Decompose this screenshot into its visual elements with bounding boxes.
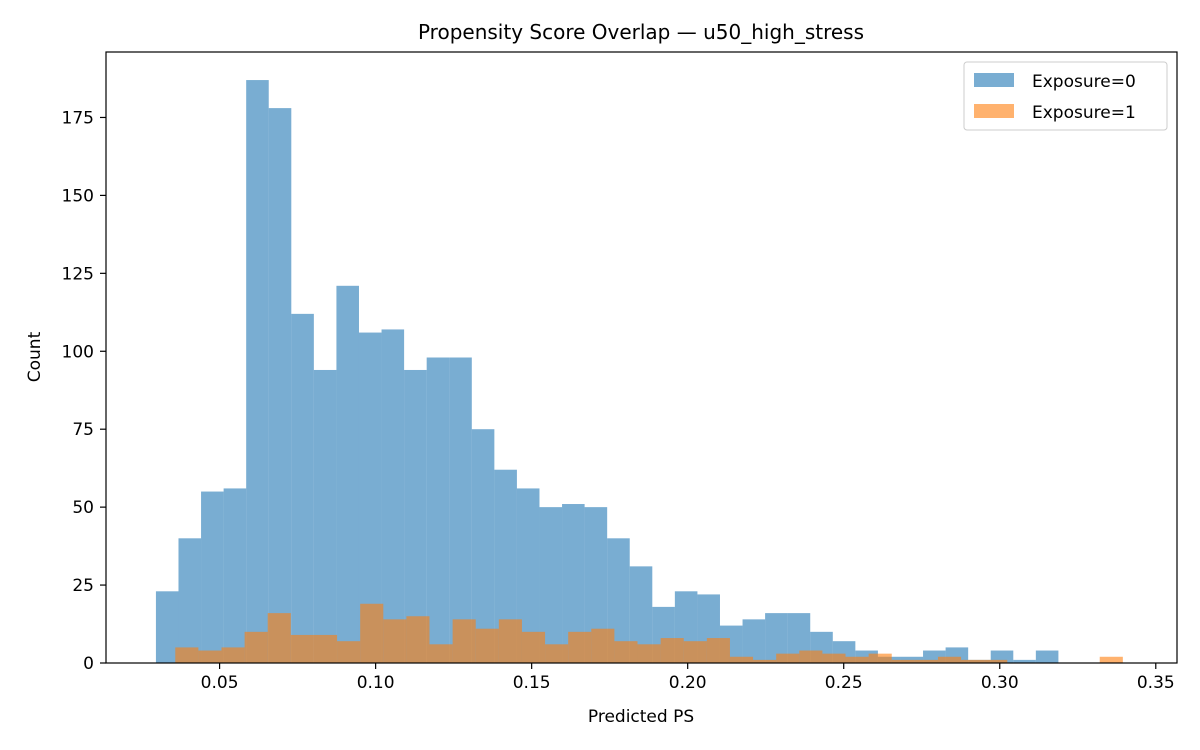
bar-series0-bin-5 xyxy=(268,108,292,664)
bar-series0-bin-6 xyxy=(291,313,314,663)
bar-series1-bin-2 xyxy=(221,647,245,663)
bar-series0-bin-12 xyxy=(426,357,450,663)
bar-series1-bin-8 xyxy=(360,603,384,663)
bar-series0-bin-1 xyxy=(178,538,202,663)
bar-series1-bin-10 xyxy=(406,616,430,663)
bar-series0-bin-8 xyxy=(336,285,359,663)
bar-series0-bin-18 xyxy=(562,504,585,663)
bar-series0-bin-4 xyxy=(246,80,269,663)
bar-series1-bin-7 xyxy=(337,641,361,663)
bar-series1-bin-4 xyxy=(267,613,291,663)
bar-series0-bin-38 xyxy=(1013,659,1036,663)
y-tick-label: 150 xyxy=(62,186,94,206)
bar-series1-bin-6 xyxy=(313,634,338,663)
y-tick-label: 75 xyxy=(72,420,94,440)
bar-series1-bin-30 xyxy=(868,653,892,663)
bar-series1-bin-22 xyxy=(683,641,707,663)
bar-series0-bin-21 xyxy=(629,566,653,663)
bar-series0-bin-16 xyxy=(516,488,540,663)
series-exposure-1-bars xyxy=(175,603,1123,663)
bar-series1-bin-17 xyxy=(568,631,592,663)
plot-frame xyxy=(105,51,1178,664)
x-tick-label: 0.35 xyxy=(1137,673,1175,693)
bar-series1-bin-15 xyxy=(521,631,546,663)
bar-series0-bin-2 xyxy=(201,491,224,663)
x-tick-label: 0.20 xyxy=(669,673,707,693)
x-axis-ticks: 0.05 0.10 0.15 0.20 0.25 0.30 0.35 xyxy=(201,663,1175,693)
bar-series1-bin-16 xyxy=(545,644,569,663)
x-axis-label: Predicted PS xyxy=(588,707,694,727)
bar-series1-bin-19 xyxy=(614,641,638,663)
bar-series0-bin-10 xyxy=(381,329,405,663)
bar-series1-bin-31 xyxy=(891,659,915,663)
bar-series1-bin-40 xyxy=(1099,656,1123,663)
bar-series1-bin-34 xyxy=(961,659,985,663)
bar-series1-bin-32 xyxy=(914,659,938,663)
bar-series0-bin-26 xyxy=(742,619,766,663)
bar-series0-bin-15 xyxy=(494,469,517,663)
chart-title: Propensity Score Overlap — u50_high_stre… xyxy=(418,20,864,44)
x-tick-label: 0.10 xyxy=(357,673,395,693)
bar-series1-bin-33 xyxy=(937,656,962,663)
bar-series0-bin-7 xyxy=(313,369,337,663)
x-tick-label: 0.15 xyxy=(513,673,551,693)
bar-series0-bin-39 xyxy=(1035,650,1059,663)
legend-swatch-exposure-1 xyxy=(974,104,1014,118)
y-tick-label: 25 xyxy=(72,576,94,596)
bar-series1-bin-18 xyxy=(591,628,615,663)
bar-series1-bin-27 xyxy=(799,650,823,663)
bar-series0-bin-19 xyxy=(584,507,608,663)
bar-series1-bin-5 xyxy=(290,634,314,663)
bar-series1-bin-23 xyxy=(706,638,730,663)
bar-series1-bin-35 xyxy=(984,659,1008,663)
bar-series1-bin-12 xyxy=(452,619,476,663)
x-tick-label: 0.30 xyxy=(981,673,1019,693)
bar-series1-bin-0 xyxy=(175,647,199,663)
bar-series1-bin-24 xyxy=(729,656,754,663)
bar-series0-bin-27 xyxy=(765,613,788,663)
y-tick-label: 125 xyxy=(62,264,94,284)
y-tick-label: 50 xyxy=(72,498,94,518)
bar-series1-bin-3 xyxy=(244,631,268,663)
bar-series1-bin-21 xyxy=(660,638,684,663)
x-tick-label: 0.25 xyxy=(825,673,863,693)
series-exposure-0-bars xyxy=(155,80,1059,664)
bar-series1-bin-20 xyxy=(637,644,661,663)
bar-series0-bin-11 xyxy=(404,369,427,663)
legend: Exposure=0 Exposure=1 xyxy=(963,61,1168,131)
bar-series1-bin-29 xyxy=(845,656,869,663)
y-tick-label: 0 xyxy=(83,654,94,674)
x-tick-label: 0.05 xyxy=(201,673,239,693)
bar-series0-bin-3 xyxy=(223,488,247,663)
legend-frame xyxy=(963,61,1168,131)
bar-series0-bin-14 xyxy=(471,429,495,663)
y-tick-label: 100 xyxy=(62,342,94,362)
y-axis-ticks: 0 25 50 75 100 125 150 175 xyxy=(62,108,106,674)
legend-label-exposure-0: Exposure=0 xyxy=(1032,72,1136,92)
bar-series0-bin-9 xyxy=(358,332,382,663)
bar-series1-bin-25 xyxy=(753,659,777,663)
bar-series1-bin-1 xyxy=(198,650,222,663)
bar-series1-bin-9 xyxy=(383,619,407,663)
bar-series0-bin-0 xyxy=(155,591,179,663)
bar-series1-bin-26 xyxy=(776,653,800,663)
bar-series0-bin-17 xyxy=(539,507,563,663)
legend-swatch-exposure-0 xyxy=(974,73,1014,87)
bar-series1-bin-11 xyxy=(429,644,453,663)
legend-label-exposure-1: Exposure=1 xyxy=(1032,103,1136,123)
bar-series1-bin-28 xyxy=(822,653,846,663)
bar-series1-bin-14 xyxy=(498,619,522,663)
y-axis-label: Count xyxy=(25,331,45,382)
y-tick-label: 175 xyxy=(62,108,94,128)
bar-series1-bin-13 xyxy=(475,628,499,663)
bar-series0-bin-13 xyxy=(449,357,472,663)
